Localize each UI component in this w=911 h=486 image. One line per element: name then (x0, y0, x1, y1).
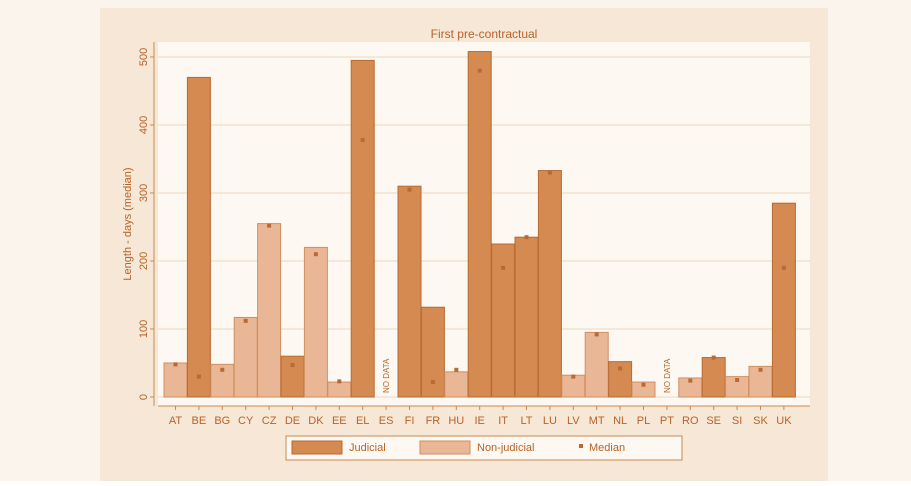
y-tick-label: 300 (138, 184, 150, 202)
x-tick-label: SK (753, 415, 768, 427)
y-tick-label: 0 (138, 394, 150, 400)
bar-nl (608, 361, 633, 398)
median-marker-bg (220, 367, 225, 372)
x-tick-label: LU (543, 415, 557, 427)
x-tick-label: FR (426, 415, 441, 427)
y-tick-label: 100 (138, 320, 150, 338)
x-axis-ticks: AT BE BG CY CZ DE DK EE EL ES FI FR HU IE IT LT LU LV MT NL… (169, 406, 792, 427)
median-marker-ie (477, 68, 482, 73)
median-marker-ro (688, 378, 693, 383)
bar-ie (467, 51, 492, 398)
bar-dk (303, 246, 328, 398)
x-tick-label: RO (682, 415, 699, 427)
y-tick-label: 500 (138, 48, 150, 66)
bar-mt (584, 331, 609, 398)
no-data-label: NO DATA (382, 358, 391, 393)
x-tick-label: ES (379, 415, 394, 427)
x-tick-label: EL (356, 415, 369, 427)
y-tick-label: 400 (138, 116, 150, 134)
median-marker-fi (407, 187, 412, 192)
x-tick-label: LV (567, 415, 580, 427)
legend: Judicial Non-judicial Median (285, 435, 683, 461)
bar-uk (771, 202, 796, 398)
legend-marker-median (579, 444, 583, 448)
bar-de (280, 355, 305, 398)
no-data-label: NO DATA (663, 358, 672, 393)
median-marker-hu (454, 367, 459, 372)
median-marker-at (173, 362, 178, 367)
median-marker-lv (571, 374, 576, 379)
legend-swatch-judicial (291, 440, 343, 455)
median-marker-se (711, 355, 716, 360)
x-tick-label: DK (308, 415, 324, 427)
x-tick-label: LT (520, 415, 532, 427)
median-marker-lt (524, 235, 529, 240)
median-marker-nl (618, 366, 623, 371)
x-tick-label: CY (238, 415, 254, 427)
x-tick-label: UK (776, 415, 792, 427)
x-tick-label: PT (660, 415, 674, 427)
axes (153, 42, 810, 407)
x-tick-label: BE (192, 415, 207, 427)
bar-fr (420, 306, 445, 398)
bar-se (701, 357, 726, 398)
x-tick-label: IT (498, 415, 508, 427)
legend-swatch-nonjudicial (419, 440, 471, 455)
median-marker-si (735, 378, 740, 382)
median-marker-lu (547, 170, 552, 175)
median-marker-be (196, 374, 201, 379)
x-tick-label: FI (405, 415, 415, 427)
bar-lt (514, 236, 539, 398)
bar-at (163, 362, 188, 398)
x-tick-label: MT (589, 415, 605, 427)
x-tick-label: BG (214, 415, 230, 427)
legend-label-median: Median (589, 442, 625, 454)
median-marker-pl (641, 382, 646, 387)
median-markers (173, 68, 786, 387)
bar-cy (233, 316, 258, 398)
x-tick-label: SI (732, 415, 742, 427)
median-marker-cy (243, 318, 248, 323)
median-marker-sk (758, 367, 763, 372)
x-tick-label: HU (448, 415, 464, 427)
bar-ee (327, 381, 352, 398)
bar-lu (537, 170, 562, 398)
bar-el (350, 59, 375, 398)
x-tick-label: NL (613, 415, 627, 427)
y-tick-label: 200 (138, 252, 150, 270)
y-axis-ticks: 0 100 200 300 400 500 (138, 48, 154, 400)
chart-title: First pre-contractual (431, 27, 538, 41)
median-marker-ee (337, 379, 342, 384)
median-marker-el (360, 137, 365, 142)
legend-label-nonjudicial: Non-judicial (477, 442, 534, 454)
legend-label-judicial: Judicial (349, 442, 386, 454)
bar-be (186, 76, 211, 398)
bar-fi (397, 185, 422, 398)
median-marker-fr (430, 380, 435, 385)
x-tick-label: SE (706, 415, 721, 427)
median-marker-de (290, 363, 295, 368)
median-marker-dk (313, 252, 318, 257)
x-tick-label: EE (332, 415, 347, 427)
x-tick-label: DE (285, 415, 300, 427)
x-tick-label: AT (169, 415, 183, 427)
x-tick-label: PL (637, 415, 650, 427)
bar-cz (257, 223, 282, 398)
median-marker-uk (781, 265, 786, 270)
bar-hu (444, 371, 469, 398)
median-marker-mt (594, 332, 599, 337)
y-axis-label: Length - days (median) (122, 167, 134, 280)
x-tick-label: CZ (262, 415, 277, 427)
bar-pl (631, 381, 656, 398)
legend-box (285, 435, 683, 461)
x-tick-label: IE (474, 415, 484, 427)
median-marker-cz (267, 223, 272, 228)
median-marker-it (501, 265, 506, 270)
